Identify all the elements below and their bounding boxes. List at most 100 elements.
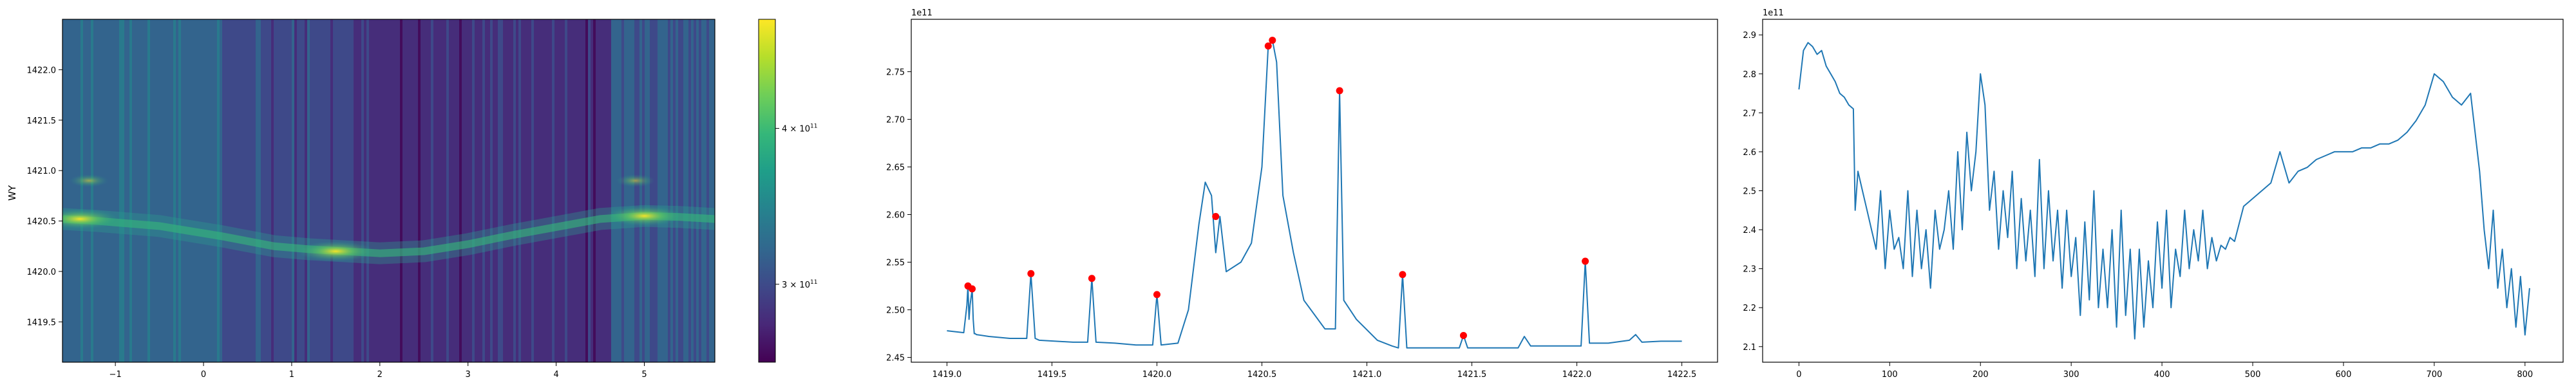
peak-marker (1399, 271, 1406, 279)
heatmap-column (124, 19, 127, 362)
peaks-line-y-axis: 2.45 2.50 2.55 2.60 2.65 2.70 2.75 (886, 68, 911, 363)
x-tick-label: 500 (2245, 370, 2261, 380)
heatmap-column (544, 19, 547, 362)
heatmap-column (498, 19, 500, 362)
heatmap-column (341, 19, 343, 362)
colorbar-tick-label: 4 × 1011 (782, 124, 817, 134)
heatmap-column (96, 19, 99, 362)
heatmap-y-axis: 1419.5 1420.0 1420.5 1421.0 1421.5 1422.0 (27, 66, 62, 327)
heatmap-column (573, 19, 575, 362)
series-line-offset-text: 1e11 (1763, 8, 1784, 18)
heatmap-column (601, 19, 603, 362)
series-line-x-axis: 0 100 200 300 400 500 600 700 800 (1796, 362, 2533, 380)
heatmap-column (330, 19, 333, 362)
heatmap-column (281, 19, 284, 362)
heatmap-column (158, 19, 160, 362)
heatmap-column (204, 19, 207, 362)
heatmap-column (634, 19, 637, 362)
heatmap-column (310, 19, 312, 362)
heatmap-column (647, 19, 650, 362)
heatmap-column (348, 19, 351, 362)
y-tick-label: 2.45 (886, 354, 905, 363)
heatmap-column (691, 19, 694, 362)
y-tick-label: 1419.5 (27, 318, 57, 327)
heatmap-column (263, 19, 266, 362)
heatmap-column (294, 19, 297, 362)
heatmap-column (683, 19, 686, 362)
heatmap-column (598, 19, 601, 362)
series-line-y-axis: 2.1 2.2 2.3 2.4 2.5 2.6 2.7 2.8 2.9 (1743, 31, 1763, 353)
heatmap-column (681, 19, 683, 362)
heatmap-column (220, 19, 222, 362)
heatmap-column (129, 19, 132, 362)
heatmap-column (302, 19, 305, 362)
heatmap-column (135, 19, 137, 362)
heatmap-column (240, 19, 243, 362)
x-tick-label: 1421.0 (1352, 370, 1382, 380)
heatmap-column (238, 19, 240, 362)
heatmap-column (181, 19, 184, 362)
heatmap-column (482, 19, 485, 362)
heatmap-column (83, 19, 86, 362)
heatmap-column (160, 19, 163, 362)
heatmap-column (580, 19, 583, 362)
peak-marker (1264, 42, 1272, 50)
heatmap-column (531, 19, 534, 362)
y-tick-label: 2.60 (886, 211, 905, 221)
heatmap-column (65, 19, 68, 362)
x-tick-label: 100 (1882, 370, 1898, 380)
heatmap-column (706, 19, 709, 362)
heatmap-column (68, 19, 70, 362)
y-tick-label: 2.4 (1743, 226, 1756, 235)
heatmap-column (521, 19, 524, 362)
heatmap-column (536, 19, 539, 362)
y-tick-label: 1420.0 (27, 268, 57, 277)
heatmap-column (222, 19, 225, 362)
heatmap-column (186, 19, 189, 362)
heatmap-column (62, 19, 65, 362)
x-tick-label: 700 (2426, 370, 2442, 380)
heatmap-column (469, 19, 472, 362)
heatmap-column (173, 19, 176, 362)
heatmap-column (212, 19, 214, 362)
heatmap-column (248, 19, 251, 362)
heatmap-column (225, 19, 227, 362)
heatmap-column (606, 19, 609, 362)
series-line (1798, 42, 2530, 340)
heatmap-column (423, 19, 426, 362)
heatmap-column (369, 19, 372, 362)
y-tick-label: 1420.5 (27, 217, 57, 227)
heatmap-column (624, 19, 627, 362)
heatmap-column (614, 19, 616, 362)
y-tick-label: 2.6 (1743, 148, 1756, 158)
heatmap-column (325, 19, 328, 362)
peak-marker (1582, 257, 1589, 265)
heatmap-column (490, 19, 493, 362)
heatmap-column (289, 19, 292, 362)
heatmap-column (178, 19, 181, 362)
heatmap-column (402, 19, 405, 362)
x-tick-label: 1420.0 (1142, 370, 1172, 380)
heatmap-column (506, 19, 508, 362)
x-tick-label: 1419.0 (933, 370, 962, 380)
heatmap-ridge (62, 174, 715, 264)
heatmap-column (171, 19, 173, 362)
heatmap-column (209, 19, 212, 362)
heatmap-column (227, 19, 230, 362)
heatmap-column (364, 19, 366, 362)
heatmap-column (464, 19, 467, 362)
heatmap-hotspot (70, 174, 109, 187)
heatmap-column (379, 19, 382, 362)
heatmap-column (650, 19, 652, 362)
heatmap-column (673, 19, 676, 362)
heatmap-stripes (62, 19, 715, 362)
heatmap-column (431, 19, 433, 362)
colorbar-tick-exponent: 11 (810, 279, 817, 286)
heatmap-hotspot (616, 174, 655, 187)
heatmap-column (140, 19, 142, 362)
peaks-line-offset-text: 1e11 (911, 8, 933, 18)
heatmap-column (446, 19, 449, 362)
x-tick-label: 5 (641, 370, 647, 380)
